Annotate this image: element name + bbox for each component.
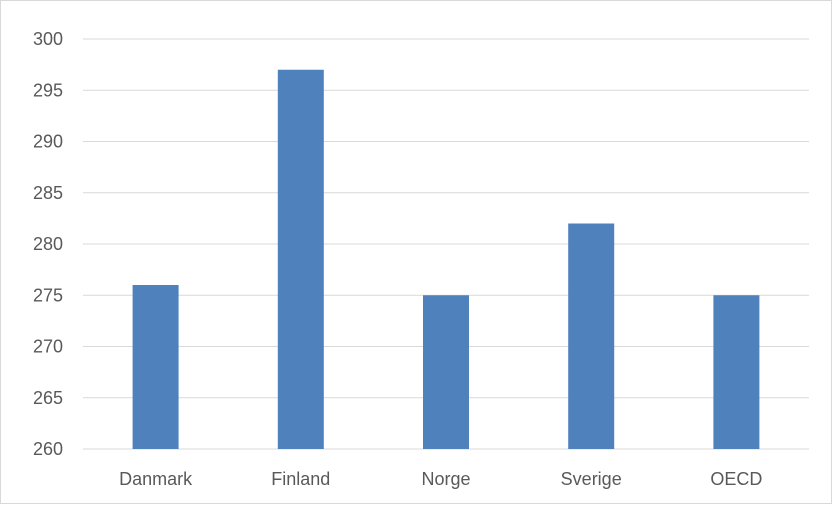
y-tick-label: 285 — [33, 183, 63, 203]
bar-sverige — [568, 223, 615, 449]
x-category-label: Finland — [271, 469, 330, 489]
x-category-label: OECD — [710, 469, 762, 489]
y-tick-label: 295 — [33, 80, 63, 100]
gridlines — [83, 38, 809, 450]
x-category-label: Danmark — [119, 469, 193, 489]
y-tick-label: 280 — [33, 234, 63, 254]
bar-danmark — [132, 285, 179, 449]
bar-finland — [277, 69, 324, 449]
bar-oecd — [713, 295, 760, 449]
x-axis-category-labels: Danmark Finland Norge Sverige OECD — [119, 469, 762, 489]
x-category-label: Norge — [421, 469, 470, 489]
x-category-label: Sverige — [561, 469, 622, 489]
y-tick-label: 300 — [33, 29, 63, 49]
y-tick-label: 275 — [33, 285, 63, 305]
y-tick-label: 260 — [33, 439, 63, 459]
y-tick-label: 265 — [33, 388, 63, 408]
bar-norge — [423, 295, 469, 449]
y-axis-tick-labels: 260 265 270 275 280 285 290 295 300 — [33, 29, 63, 459]
y-tick-label: 290 — [33, 132, 63, 152]
y-tick-label: 270 — [33, 337, 63, 357]
bars — [132, 69, 760, 449]
